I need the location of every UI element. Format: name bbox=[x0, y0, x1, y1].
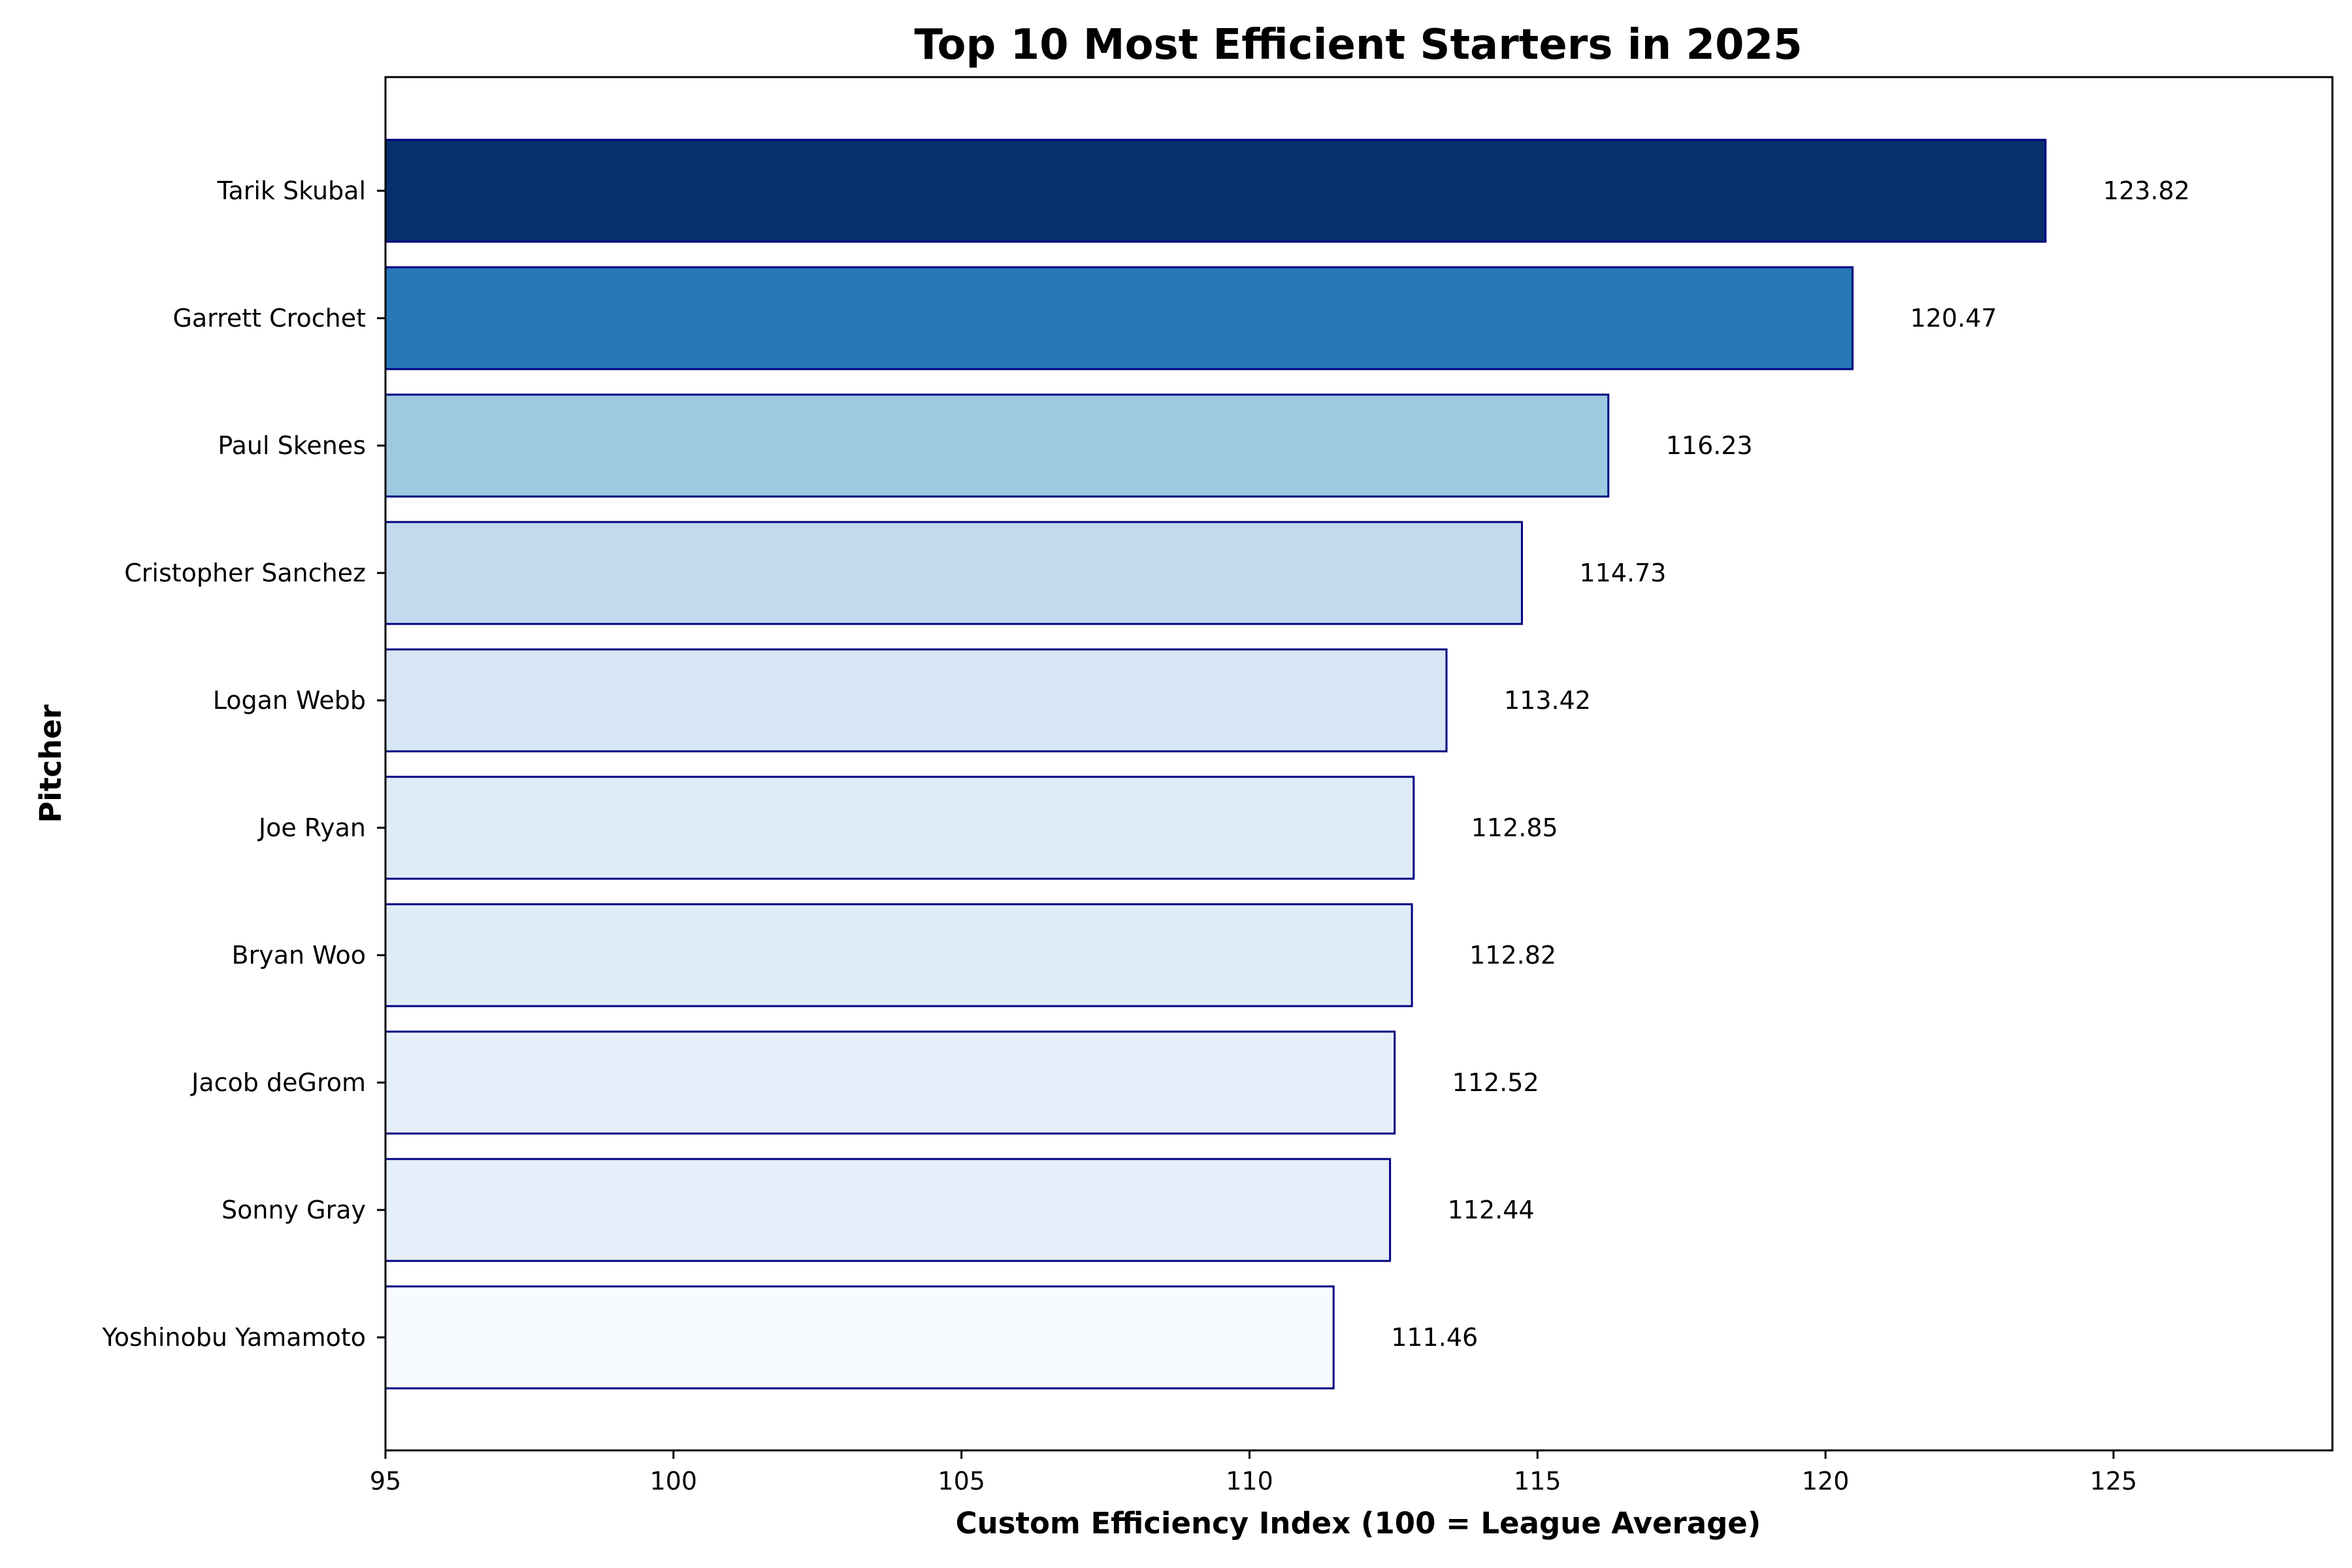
x-tick-label-4: 115 bbox=[1514, 1467, 1561, 1495]
x-tick-label-6: 125 bbox=[2090, 1467, 2138, 1495]
data-labels: 123.82 120.47 116.23 114.73 113.42 112.85 112.… bbox=[1391, 176, 2190, 1352]
y-tick-label-6: Bryan Woo bbox=[232, 941, 366, 970]
bars-group bbox=[384, 139, 2047, 1390]
bar-9 bbox=[384, 1285, 1335, 1390]
x-tick-label-1: 100 bbox=[650, 1467, 698, 1495]
data-label-3: 114.73 bbox=[1580, 559, 1667, 587]
x-tick-label-5: 120 bbox=[1802, 1467, 1850, 1495]
y-tick-label-5: Joe Ryan bbox=[257, 813, 366, 842]
data-label-9: 111.46 bbox=[1391, 1323, 1478, 1352]
y-tick-label-7: Jacob deGrom bbox=[190, 1068, 366, 1097]
data-label-2: 116.23 bbox=[1666, 431, 1753, 460]
bar-6 bbox=[384, 903, 1413, 1007]
bar-4 bbox=[384, 648, 1448, 753]
y-tick-label-4: Logan Webb bbox=[213, 686, 366, 715]
y-tick-label-1: Garrett Crochet bbox=[172, 304, 366, 333]
chart-title: Top 10 Most Efficient Starters in 2025 bbox=[914, 21, 1802, 69]
data-label-4: 113.42 bbox=[1504, 686, 1591, 715]
data-label-1: 120.47 bbox=[1910, 304, 1997, 333]
data-label-6: 112.82 bbox=[1469, 941, 1556, 970]
plot-area-frame bbox=[384, 76, 2334, 1452]
y-tick-label-9: Yoshinobu Yamamoto bbox=[102, 1323, 366, 1352]
y-tick-label-2: Paul Skenes bbox=[218, 431, 366, 460]
x-tick-label-0: 95 bbox=[370, 1467, 401, 1495]
data-label-0: 123.82 bbox=[2103, 176, 2190, 205]
data-label-7: 112.52 bbox=[1452, 1068, 1539, 1097]
y-axis-label: Pitcher bbox=[33, 704, 68, 823]
bar-0 bbox=[384, 139, 2047, 243]
x-ticks: 95 100 105 110 115 120 125 bbox=[370, 1450, 2137, 1495]
bar-7 bbox=[384, 1030, 1396, 1135]
data-label-8: 112.44 bbox=[1448, 1196, 1535, 1224]
bar-2 bbox=[384, 393, 1610, 498]
bar-5 bbox=[384, 776, 1415, 880]
bar-3 bbox=[384, 521, 1524, 625]
x-axis-label: Custom Efficiency Index (100 = League Av… bbox=[956, 1506, 1761, 1541]
y-tick-labels: Tarik Skubal Garrett Crochet Paul Skenes Cr… bbox=[102, 176, 385, 1352]
y-tick-label-3: Cristopher Sanchez bbox=[124, 559, 366, 587]
x-tick-label-2: 105 bbox=[938, 1467, 985, 1495]
y-tick-label-8: Sonny Gray bbox=[221, 1196, 366, 1224]
bar-1 bbox=[384, 266, 1854, 370]
bar-8 bbox=[384, 1158, 1392, 1262]
x-tick-label-3: 110 bbox=[1226, 1467, 1273, 1495]
data-label-5: 112.85 bbox=[1471, 813, 1558, 842]
y-tick-label-0: Tarik Skubal bbox=[217, 176, 366, 205]
